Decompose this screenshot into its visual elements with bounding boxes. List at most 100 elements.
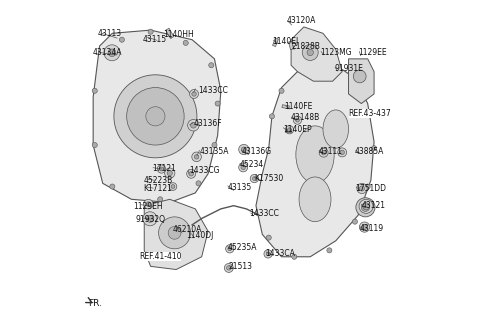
Text: 43119: 43119 xyxy=(360,223,384,232)
Text: REF.41-410: REF.41-410 xyxy=(139,252,181,261)
Circle shape xyxy=(108,49,116,57)
Circle shape xyxy=(146,202,151,206)
Circle shape xyxy=(372,146,377,151)
Text: REF.43-437: REF.43-437 xyxy=(348,109,391,118)
Circle shape xyxy=(169,183,177,190)
Circle shape xyxy=(296,118,300,122)
Circle shape xyxy=(239,144,249,155)
Circle shape xyxy=(279,88,284,93)
Circle shape xyxy=(356,198,375,217)
Text: 1433CC: 1433CC xyxy=(250,209,279,218)
Text: REF.41-410: REF.41-410 xyxy=(139,252,181,261)
Circle shape xyxy=(120,37,124,42)
Polygon shape xyxy=(285,129,291,132)
Circle shape xyxy=(266,235,271,240)
Circle shape xyxy=(327,248,332,253)
Circle shape xyxy=(365,184,370,189)
Circle shape xyxy=(187,169,196,178)
Circle shape xyxy=(127,88,184,145)
Text: 43111: 43111 xyxy=(318,147,342,156)
Text: 1433CC: 1433CC xyxy=(199,86,228,95)
Polygon shape xyxy=(288,41,294,50)
Circle shape xyxy=(362,224,367,230)
Circle shape xyxy=(361,203,370,212)
Circle shape xyxy=(157,197,163,202)
Circle shape xyxy=(264,250,272,258)
Ellipse shape xyxy=(323,110,348,148)
Text: 91932Q: 91932Q xyxy=(135,214,165,223)
Text: 43134A: 43134A xyxy=(93,48,122,57)
Circle shape xyxy=(288,128,291,132)
Polygon shape xyxy=(166,28,174,38)
Circle shape xyxy=(241,147,246,152)
Circle shape xyxy=(196,181,201,186)
Polygon shape xyxy=(348,59,374,104)
Text: 1123MG: 1123MG xyxy=(320,48,351,57)
Text: 17121: 17121 xyxy=(152,164,176,173)
Text: 1140EP: 1140EP xyxy=(283,125,312,134)
Text: 91931E: 91931E xyxy=(334,64,363,73)
Circle shape xyxy=(190,90,199,99)
Circle shape xyxy=(144,199,153,209)
Text: 1140HH: 1140HH xyxy=(163,30,194,39)
Circle shape xyxy=(227,266,231,270)
Ellipse shape xyxy=(296,126,334,183)
Circle shape xyxy=(266,252,270,256)
Circle shape xyxy=(192,152,202,162)
Text: 1129EE: 1129EE xyxy=(358,48,387,57)
Text: REF.41-410: REF.41-410 xyxy=(139,252,181,261)
Circle shape xyxy=(192,92,196,96)
Text: 43135A: 43135A xyxy=(200,147,229,156)
Circle shape xyxy=(92,143,97,147)
Circle shape xyxy=(158,217,191,249)
Text: 21828B: 21828B xyxy=(291,42,320,51)
Text: 43135: 43135 xyxy=(227,183,252,192)
Circle shape xyxy=(114,75,197,158)
Text: 1751DD: 1751DD xyxy=(356,184,386,193)
Polygon shape xyxy=(273,38,278,47)
Circle shape xyxy=(110,184,115,189)
Text: K17530: K17530 xyxy=(254,174,284,183)
Circle shape xyxy=(224,263,233,272)
Circle shape xyxy=(228,247,232,251)
Polygon shape xyxy=(93,30,221,203)
Circle shape xyxy=(157,165,166,173)
Text: REF.43-437: REF.43-437 xyxy=(348,109,391,118)
Circle shape xyxy=(302,44,318,61)
Circle shape xyxy=(146,107,165,126)
Circle shape xyxy=(322,150,326,155)
Text: 43136G: 43136G xyxy=(241,147,272,156)
Circle shape xyxy=(340,150,344,155)
Circle shape xyxy=(183,40,188,45)
Text: 1140DJ: 1140DJ xyxy=(186,231,213,240)
Circle shape xyxy=(285,126,294,134)
Text: 21513: 21513 xyxy=(229,262,253,271)
Text: 43120A: 43120A xyxy=(286,16,316,25)
Circle shape xyxy=(104,45,120,61)
Circle shape xyxy=(146,215,154,222)
Polygon shape xyxy=(256,65,374,257)
Circle shape xyxy=(269,114,275,119)
Text: 43113: 43113 xyxy=(98,29,122,38)
Circle shape xyxy=(353,70,366,83)
Circle shape xyxy=(360,222,370,232)
Circle shape xyxy=(359,199,373,213)
Ellipse shape xyxy=(299,177,331,222)
Text: 1140FE: 1140FE xyxy=(285,102,313,111)
Text: 43148B: 43148B xyxy=(291,113,320,122)
Circle shape xyxy=(143,212,157,226)
Circle shape xyxy=(357,183,367,194)
Polygon shape xyxy=(282,105,289,109)
Circle shape xyxy=(338,148,347,157)
Circle shape xyxy=(307,49,313,56)
Text: K17121: K17121 xyxy=(144,184,172,193)
Circle shape xyxy=(293,116,301,124)
Text: 43885A: 43885A xyxy=(355,147,384,156)
Circle shape xyxy=(352,219,358,224)
Circle shape xyxy=(301,66,306,71)
Text: 1140EJ: 1140EJ xyxy=(272,37,298,46)
Text: 46210A: 46210A xyxy=(173,225,203,234)
Circle shape xyxy=(319,148,328,157)
Polygon shape xyxy=(144,199,208,270)
Polygon shape xyxy=(291,27,342,81)
